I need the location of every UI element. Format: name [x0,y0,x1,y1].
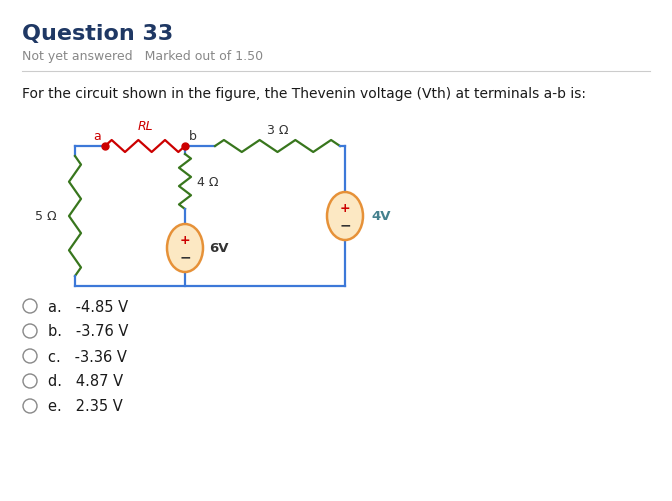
Text: a.   -4.85 V: a. -4.85 V [48,299,128,314]
Text: −: − [339,217,351,231]
Text: Not yet answered   Marked out of 1.50: Not yet answered Marked out of 1.50 [22,50,263,63]
Text: 4V: 4V [371,210,390,223]
Text: Question 33: Question 33 [22,24,173,44]
Ellipse shape [327,192,363,240]
Text: b: b [189,130,197,143]
Text: 4 Ω: 4 Ω [197,176,218,188]
Text: RL: RL [137,120,153,133]
Text: d.   4.87 V: d. 4.87 V [48,374,123,389]
Text: e.   2.35 V: e. 2.35 V [48,399,123,414]
Ellipse shape [167,224,203,273]
Text: b.   -3.76 V: b. -3.76 V [48,324,128,339]
Text: +: + [179,234,190,247]
Text: 6V: 6V [209,242,228,255]
Text: 5 Ω: 5 Ω [36,210,57,223]
Text: c.   -3.36 V: c. -3.36 V [48,349,127,364]
Text: 3 Ω: 3 Ω [267,124,288,137]
Text: −: − [179,249,191,264]
Text: For the circuit shown in the figure, the Thevenin voltage (Vth) at terminals a-b: For the circuit shown in the figure, the… [22,87,586,101]
Text: a: a [93,130,101,143]
Text: +: + [339,202,350,215]
